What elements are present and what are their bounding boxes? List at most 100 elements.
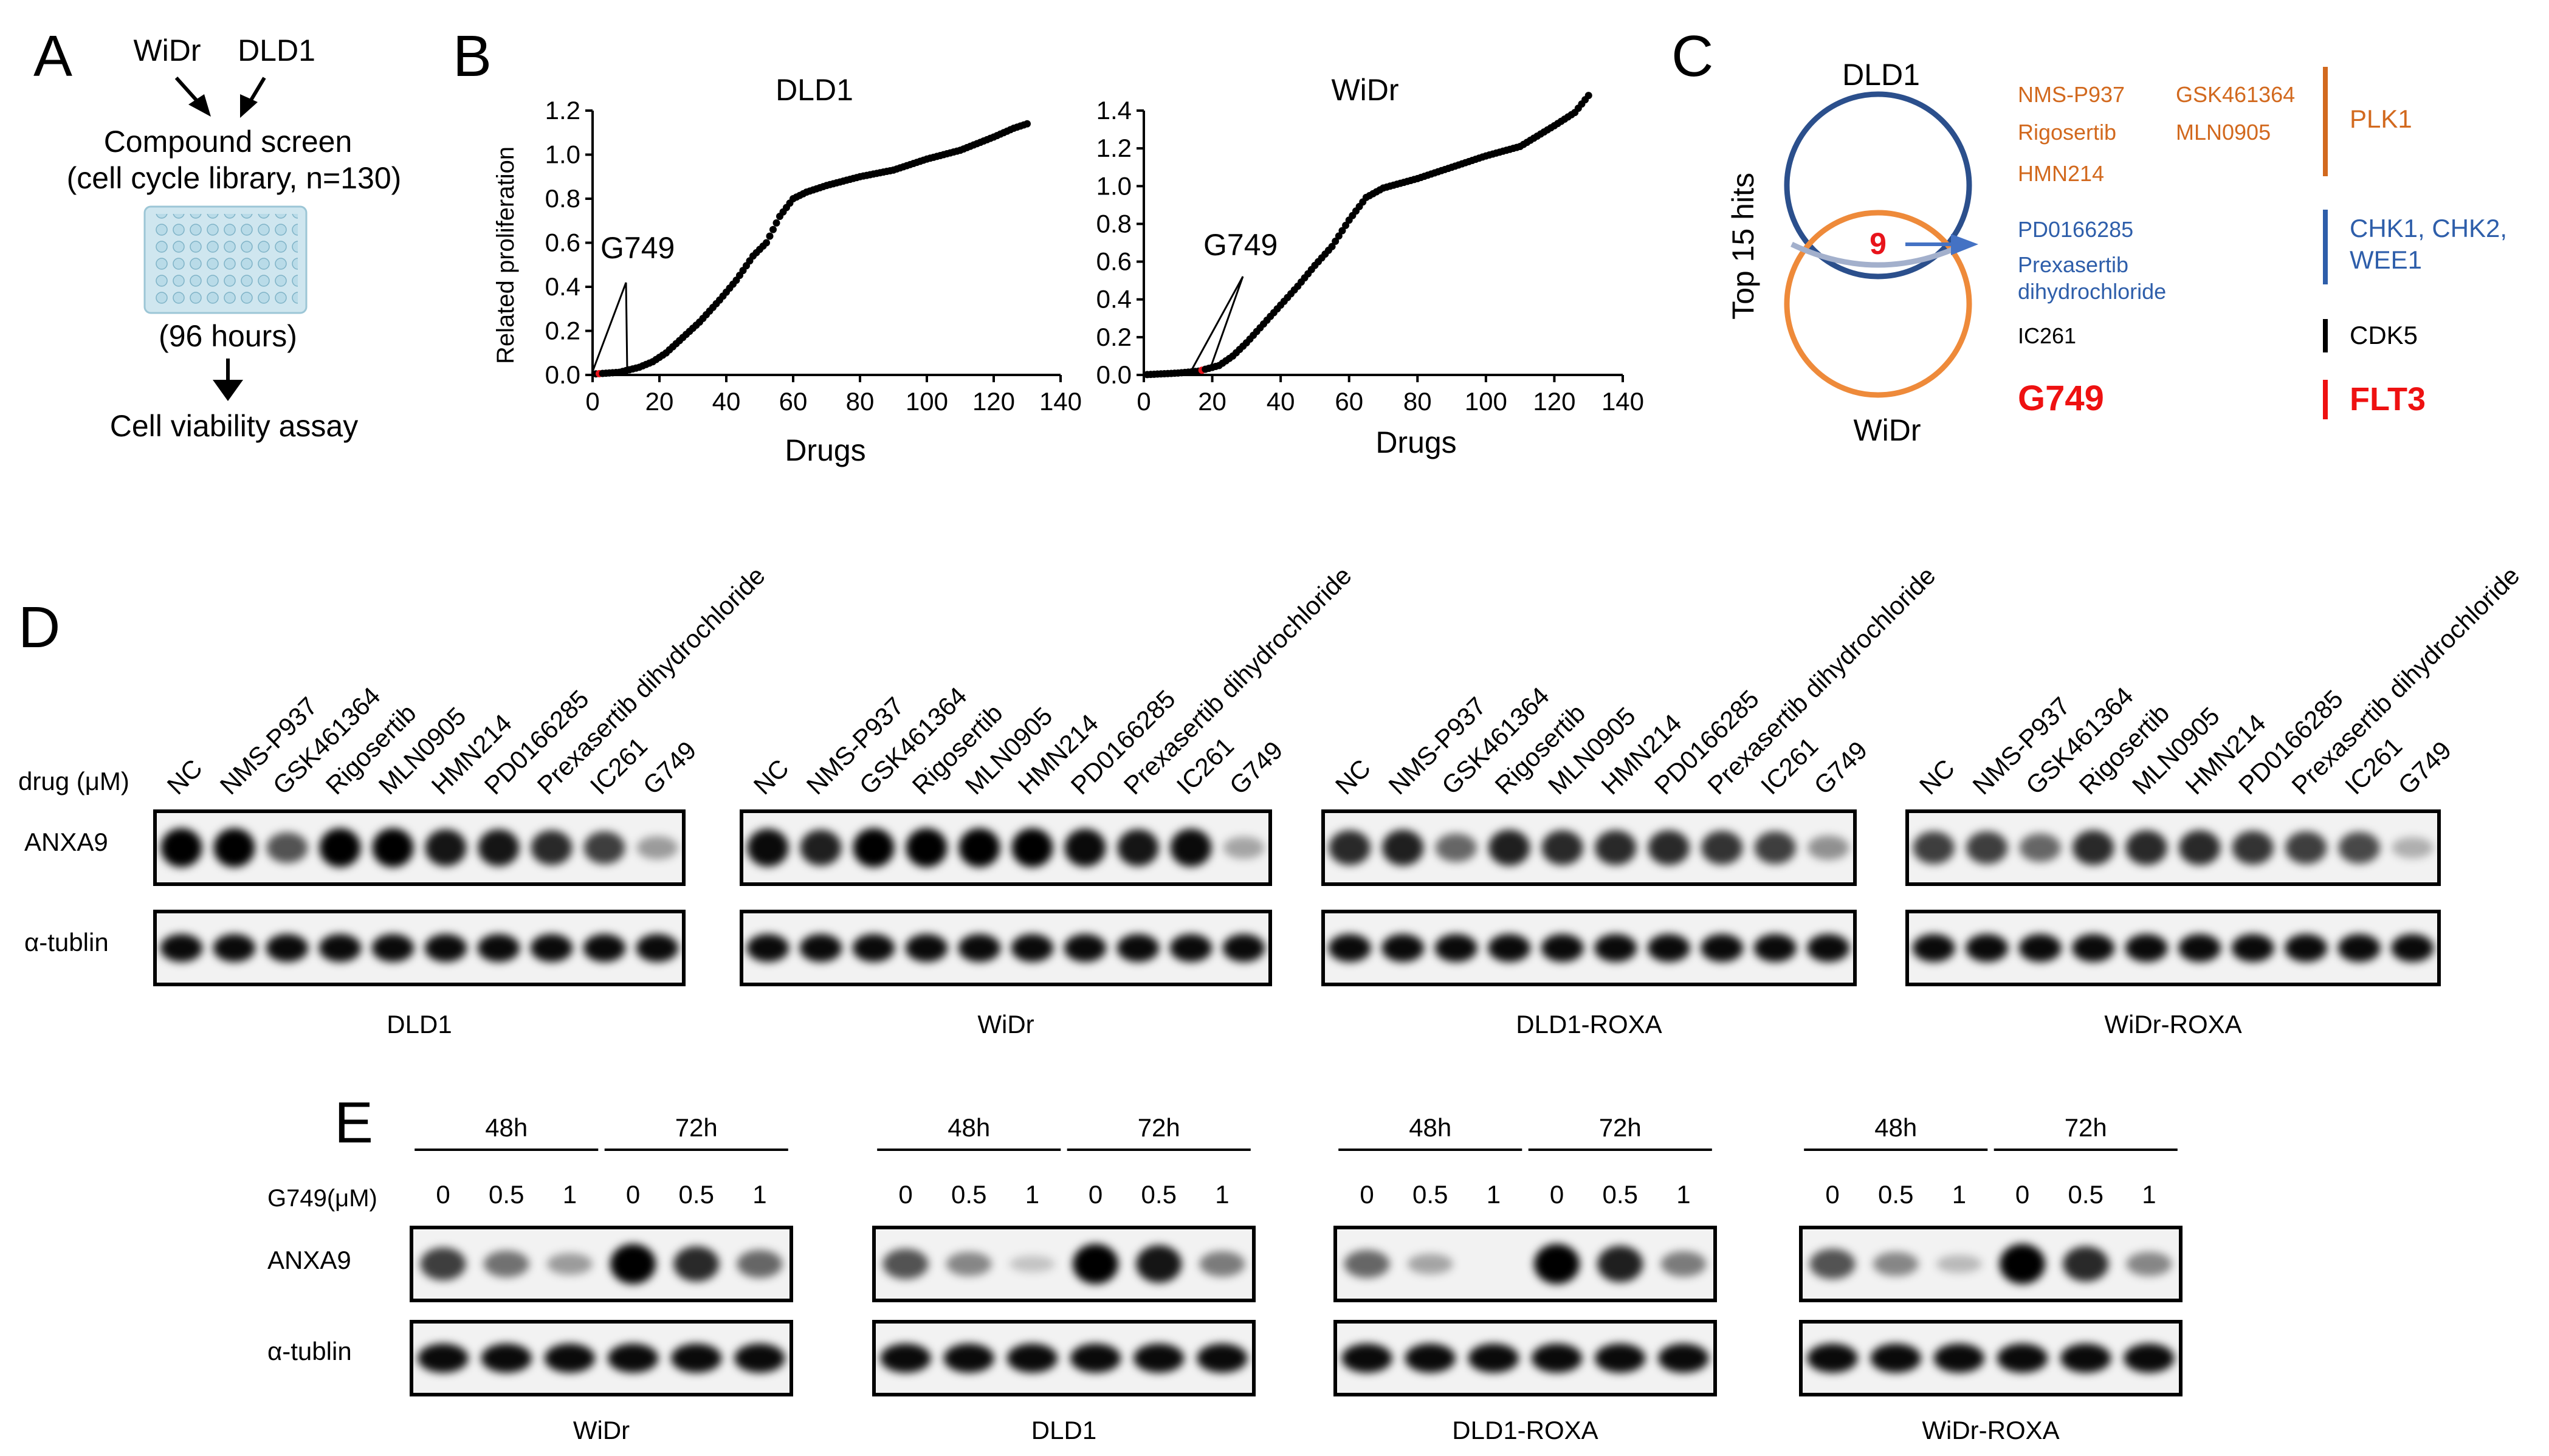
x-tick-label: 80 — [1403, 387, 1432, 416]
band-anxa9 — [483, 1251, 529, 1277]
target-flt3: FLT3 — [2350, 381, 2426, 417]
band-anxa9 — [1011, 828, 1053, 867]
band-anxa9 — [1966, 831, 2008, 864]
blot-e: 48h 72h 0 0.5 1 0 0.5 1 DLD1-ROXA — [1333, 1113, 1717, 1444]
row-label-tublin: α-tublin — [24, 928, 109, 956]
dose-value: 0 — [1360, 1180, 1374, 1209]
x-tick-label: 140 — [1601, 387, 1644, 416]
x-tick-label: 100 — [1465, 387, 1507, 416]
band-anxa9 — [2338, 831, 2380, 864]
duration-label: (96 hours) — [159, 319, 297, 353]
data-point — [766, 232, 774, 240]
band-tublin — [1405, 1344, 1456, 1373]
data-point — [1338, 227, 1346, 235]
band-tublin — [1468, 1344, 1519, 1373]
dose-value: 0.5 — [489, 1180, 524, 1209]
arrow-icon — [174, 76, 266, 118]
panel-e: E G749(μM) ANXA9 α-tublin 48h 72h 0 0.5 1 0 0.… — [267, 1090, 2183, 1444]
band-tublin — [1595, 1344, 1646, 1373]
data-point — [1584, 92, 1592, 100]
band-anxa9 — [882, 1249, 929, 1279]
band-tublin — [318, 934, 362, 962]
lane-label: G749 — [1224, 735, 1288, 800]
band-tublin — [1870, 1344, 1921, 1373]
blot-title: DLD1 — [1031, 1416, 1096, 1444]
y-tick-label: 1.2 — [1096, 134, 1132, 162]
venn-overlap — [1790, 241, 1966, 268]
band-tublin — [799, 934, 842, 962]
band-anxa9 — [2179, 830, 2221, 865]
drug-pd0166285: PD0166285 — [2018, 217, 2133, 242]
chart-dld1: DLD1 Related proliferation Drugs 0 20 40 60… — [492, 73, 1082, 467]
dose-value: 0.5 — [1412, 1180, 1448, 1209]
band-tublin — [1531, 1344, 1583, 1373]
membrane-anxa9 — [410, 1226, 793, 1302]
timepoint-label: 72h — [1599, 1113, 1642, 1142]
band-anxa9 — [2125, 830, 2167, 865]
dose-value: 1 — [1215, 1180, 1229, 1209]
y-tick-label: 0.6 — [545, 228, 580, 257]
dose-value: 0.5 — [951, 1180, 986, 1209]
lane-label: NC — [1914, 754, 1960, 800]
x-tick-label: 20 — [645, 387, 674, 416]
band-anxa9 — [946, 1252, 992, 1276]
band-tublin — [2231, 934, 2274, 962]
band-tublin — [1011, 934, 1054, 962]
x-tick-label: 120 — [1533, 387, 1575, 416]
band-anxa9 — [1660, 1251, 1707, 1277]
band-tublin — [424, 934, 467, 962]
band-tublin — [943, 1344, 994, 1373]
drug-dihydrochloride: dihydrochloride — [2018, 279, 2166, 304]
blot-title: DLD1-ROXA — [1452, 1416, 1598, 1444]
band-anxa9 — [1936, 1255, 1982, 1273]
row-label-tublin: α-tublin — [267, 1337, 352, 1365]
band-tublin — [2018, 934, 2062, 962]
data-point — [772, 219, 780, 227]
band-anxa9 — [1754, 831, 1796, 864]
band-tublin — [2285, 934, 2328, 962]
band-tublin — [905, 934, 948, 962]
band-tublin — [1197, 1344, 1248, 1373]
band-tublin — [1222, 934, 1265, 962]
band-anxa9 — [1488, 829, 1530, 866]
y-tick-label: 0.8 — [545, 184, 580, 213]
band-tublin — [213, 934, 256, 962]
band-anxa9 — [737, 1250, 783, 1278]
library-label: (cell cycle library, n=130) — [67, 161, 402, 195]
y-tick-label: 0.2 — [1096, 323, 1132, 351]
y-tick-label: 0.0 — [545, 360, 580, 389]
blot-d: NC NMS-P937GSK461364RigosertibMLN0905HMN2… — [153, 561, 771, 1039]
g749-annotation: G749 — [1203, 228, 1278, 262]
band-tublin — [1006, 1344, 1058, 1373]
drug-nms-p937: NMS-P937 — [2018, 82, 2125, 107]
dose-value: 1 — [1487, 1180, 1501, 1209]
band-anxa9 — [853, 828, 895, 867]
lane-label: Prexasertib dihydrochloride — [2286, 561, 2525, 800]
band-tublin — [544, 1344, 596, 1373]
timepoint-label: 48h — [948, 1113, 990, 1142]
band-anxa9 — [372, 828, 414, 867]
dose-value: 0 — [1825, 1180, 1839, 1209]
blot-title: WiDr — [977, 1010, 1034, 1039]
timepoint-label: 72h — [2065, 1113, 2107, 1142]
drug-hmn214: HMN214 — [2018, 161, 2104, 186]
band-anxa9 — [747, 828, 789, 867]
band-tublin — [958, 934, 1001, 962]
band-anxa9 — [1064, 828, 1106, 867]
band-anxa9 — [1073, 1244, 1119, 1284]
band-anxa9 — [610, 1244, 656, 1284]
blot-e: 48h 72h 0 0.5 1 0 0.5 1 WiDr-ROXA — [1799, 1113, 2183, 1444]
x-tick-label: 80 — [846, 387, 875, 416]
lane-label: Prexasertib dihydrochloride — [532, 561, 771, 800]
x-tick-label: 0 — [585, 387, 599, 416]
y-tick-label: 0.2 — [545, 317, 580, 345]
band-tublin — [1807, 934, 1850, 962]
chart-widr: WiDr Drugs 0 20 40 60 80 100 120 140 0.0 0.2 0.4 0.… — [1096, 73, 1644, 459]
dose-value: 0.5 — [2068, 1180, 2104, 1209]
lane-label: Prexasertib dihydrochloride — [1702, 561, 1941, 800]
band-tublin — [1807, 1344, 1858, 1373]
band-anxa9 — [1541, 830, 1583, 865]
band-anxa9 — [1199, 1251, 1245, 1277]
lane-label: Prexasertib dihydrochloride — [1118, 561, 1357, 800]
